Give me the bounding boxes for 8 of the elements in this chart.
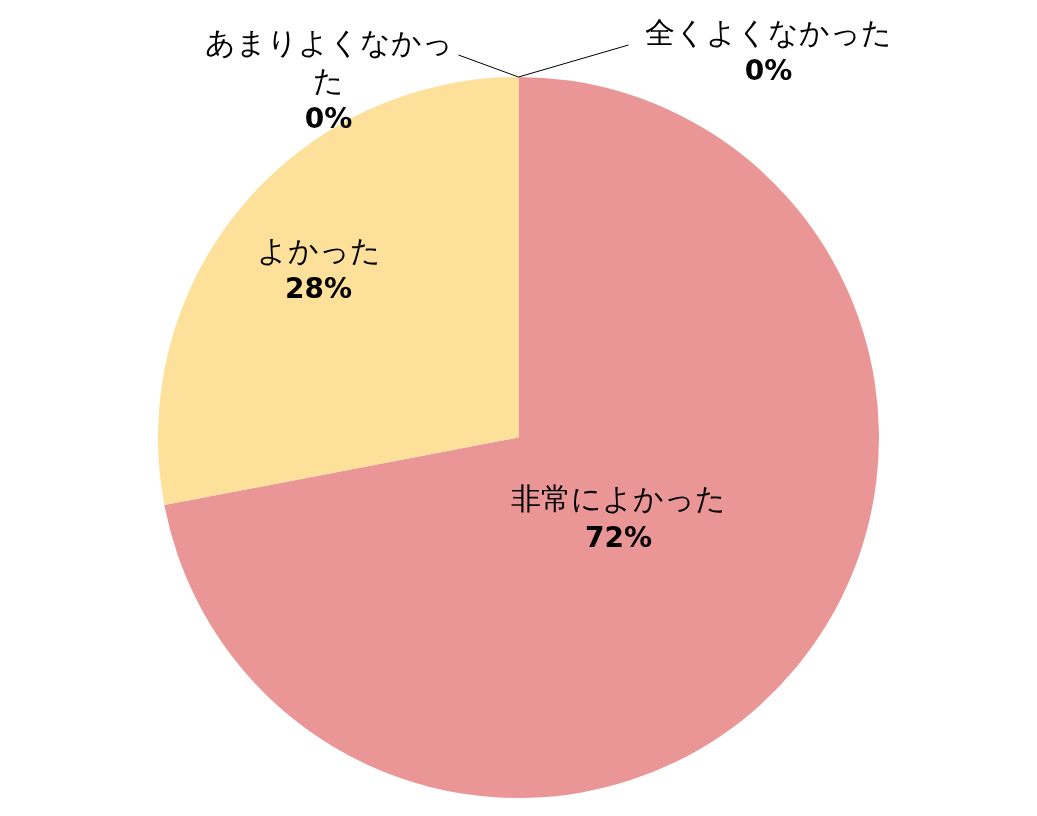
slice-label: 非常によかった: [511, 481, 726, 517]
text: 0%: [744, 54, 793, 88]
text: 0%: [304, 102, 353, 136]
category-label: 全くよくなかった: [645, 14, 892, 50]
data-label: 72%: [584, 520, 653, 554]
legend-label: あまりよくなかった: [204, 24, 453, 98]
data-label: 28%: [284, 272, 353, 306]
slice-label: よかった: [256, 232, 381, 268]
